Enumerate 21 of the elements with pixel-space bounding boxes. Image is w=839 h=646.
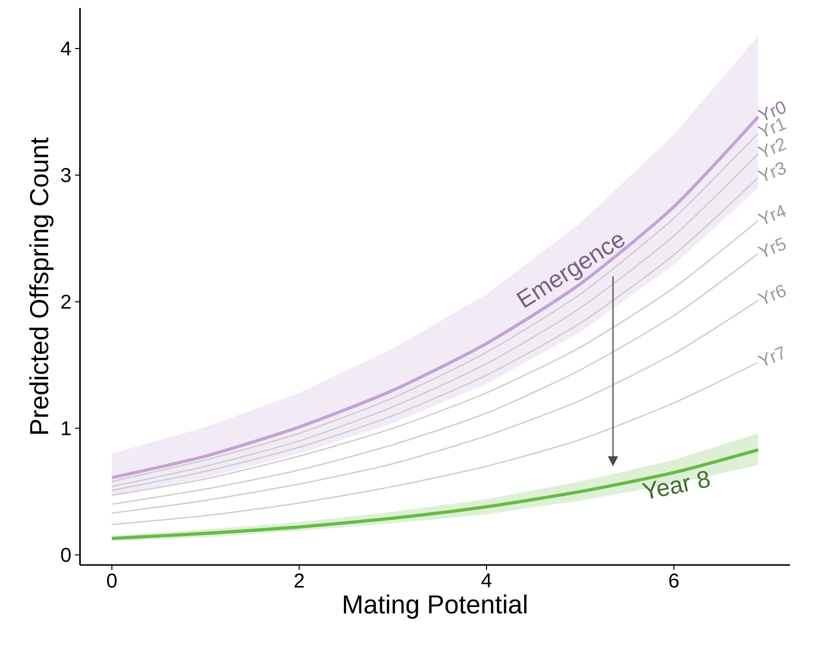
y-tick-label: 2 <box>61 294 70 309</box>
y-axis-title: Predicted Offspring Count <box>29 137 54 434</box>
line-series <box>111 362 759 526</box>
text: Yr1 <box>757 118 787 137</box>
text: Yr5 <box>757 237 786 257</box>
x-axis-title: Mating Potential <box>344 594 526 619</box>
text: Yr7 <box>757 346 783 366</box>
x-tick-label: 6 <box>669 574 679 588</box>
x-tick-label: 0 <box>107 574 117 588</box>
text: Yr4 <box>757 204 786 224</box>
text: Yr3 <box>757 162 786 181</box>
x-tick-label: 4 <box>481 574 492 588</box>
y-tick-label: 1 <box>62 421 70 436</box>
y-tick-label: 4 <box>60 42 71 56</box>
x-tick-label: 2 <box>294 574 304 588</box>
text: Yr6 <box>757 284 786 304</box>
text: Yr0 <box>757 102 786 120</box>
y-tick-label: 0 <box>61 548 71 562</box>
y-tick-label: 3 <box>61 168 71 182</box>
text: Yr2 <box>757 138 787 158</box>
annotation: Year 8 <box>642 471 710 499</box>
